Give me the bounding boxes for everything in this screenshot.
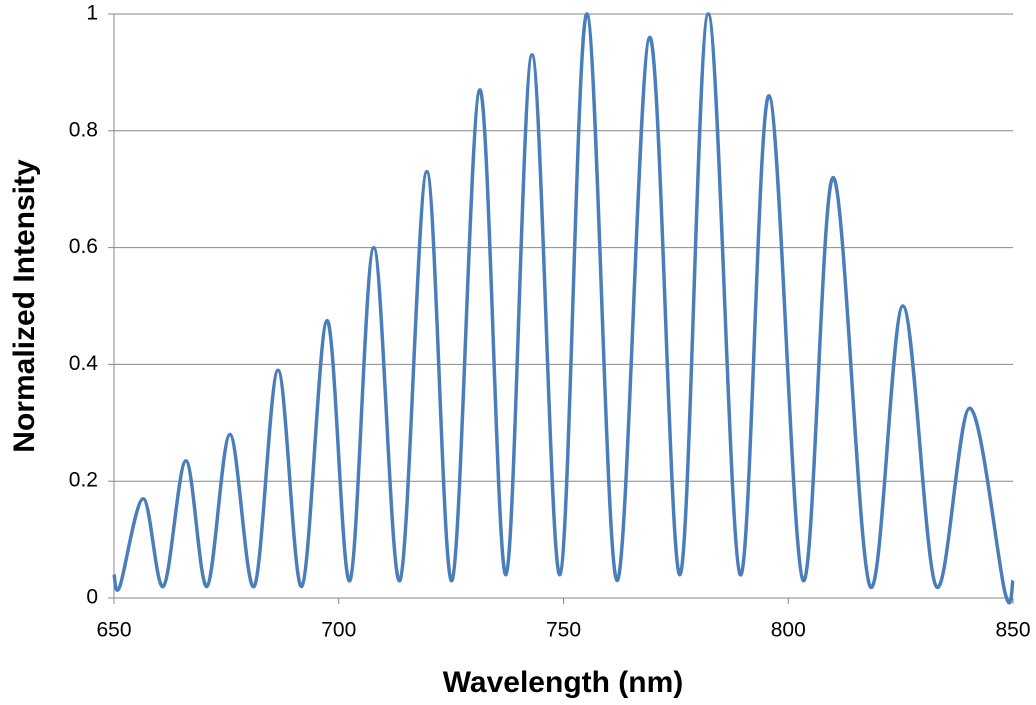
y-tick-label: 1 (86, 2, 98, 25)
x-tick-label: 650 (96, 619, 131, 642)
y-tick-label: 0.2 (69, 469, 98, 492)
x-tick-label: 800 (771, 619, 806, 642)
x-tick-label: 750 (546, 619, 581, 642)
y-tick-label: 0.8 (69, 118, 98, 141)
y-tick-label: 0.4 (69, 352, 99, 375)
x-tick-label: 700 (321, 619, 356, 642)
y-tick-label: 0 (86, 586, 98, 609)
y-axis-title: Normalized Intensity (8, 159, 41, 453)
spectrum-line (112, 12, 1015, 605)
y-tick-label: 0.6 (69, 235, 98, 258)
x-axis-title: Wavelength (nm) (443, 666, 684, 699)
x-tick-label: 850 (995, 619, 1030, 642)
